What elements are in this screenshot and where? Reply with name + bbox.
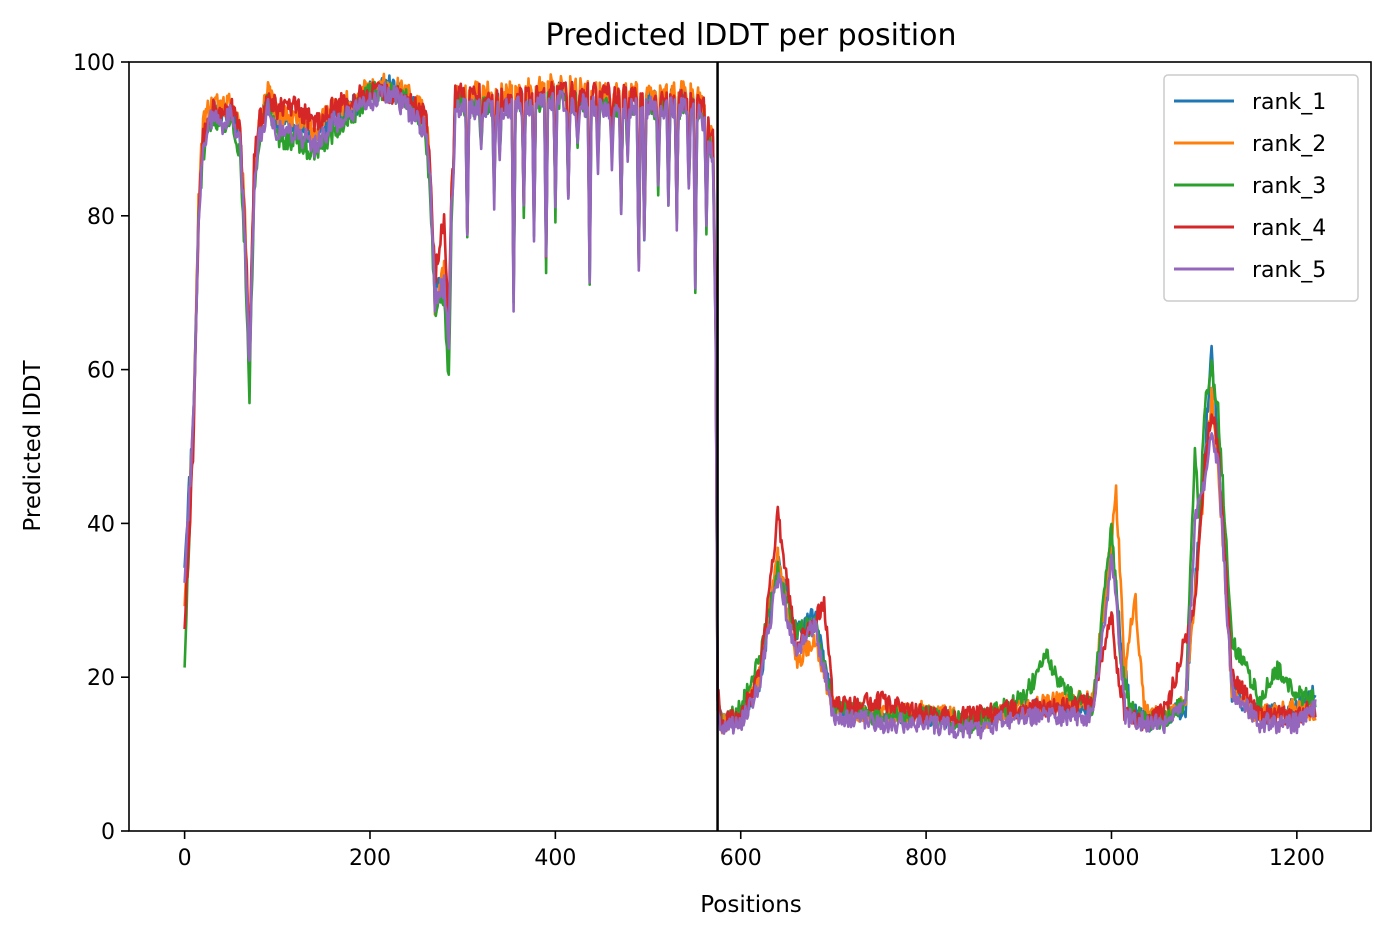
legend-label-rank_3: rank_3 bbox=[1252, 174, 1326, 199]
legend-label-rank_4: rank_4 bbox=[1252, 216, 1326, 241]
legend-label-rank_1: rank_1 bbox=[1252, 90, 1326, 115]
y-tick-label: 80 bbox=[87, 205, 115, 230]
legend-box bbox=[1163, 74, 1359, 302]
y-tick-label: 100 bbox=[73, 51, 115, 76]
series-line-rank_3 bbox=[183, 80, 1317, 735]
x-tick-label: 0 bbox=[178, 846, 192, 871]
x-tick-label: 1200 bbox=[1269, 846, 1325, 871]
axes: 0 200 400 600 800 1000 1200 0 20 40 60 80 100 bbox=[73, 51, 1372, 871]
x-tick-label: 200 bbox=[349, 846, 391, 871]
y-axis-label: Predicted lDDT bbox=[20, 359, 46, 531]
legend-label-rank_5: rank_5 bbox=[1252, 258, 1326, 283]
y-tick-label: 60 bbox=[87, 359, 115, 384]
x-tick-label: 600 bbox=[720, 846, 762, 871]
x-tick-label: 400 bbox=[534, 846, 576, 871]
series-line-rank_4 bbox=[183, 80, 1317, 732]
series-line-rank_1 bbox=[183, 74, 1317, 734]
legend-label-rank_2: rank_2 bbox=[1252, 132, 1326, 157]
y-tick-label: 0 bbox=[101, 820, 115, 845]
x-axis-label: Positions bbox=[700, 892, 802, 918]
series-line-rank_5 bbox=[183, 81, 1317, 740]
y-tick-label: 40 bbox=[87, 512, 115, 537]
y-tick-label: 20 bbox=[87, 666, 115, 691]
series-line-rank_2 bbox=[183, 72, 1317, 735]
x-tick-label: 1000 bbox=[1083, 846, 1139, 871]
legend: rank_1 rank_2 rank_3 rank_4 rank_5 bbox=[1163, 74, 1359, 302]
chart-title: Predicted lDDT per position bbox=[546, 18, 957, 53]
x-tick-label: 800 bbox=[905, 846, 947, 871]
plot-area bbox=[183, 62, 1317, 831]
plot-frame bbox=[128, 61, 1372, 832]
